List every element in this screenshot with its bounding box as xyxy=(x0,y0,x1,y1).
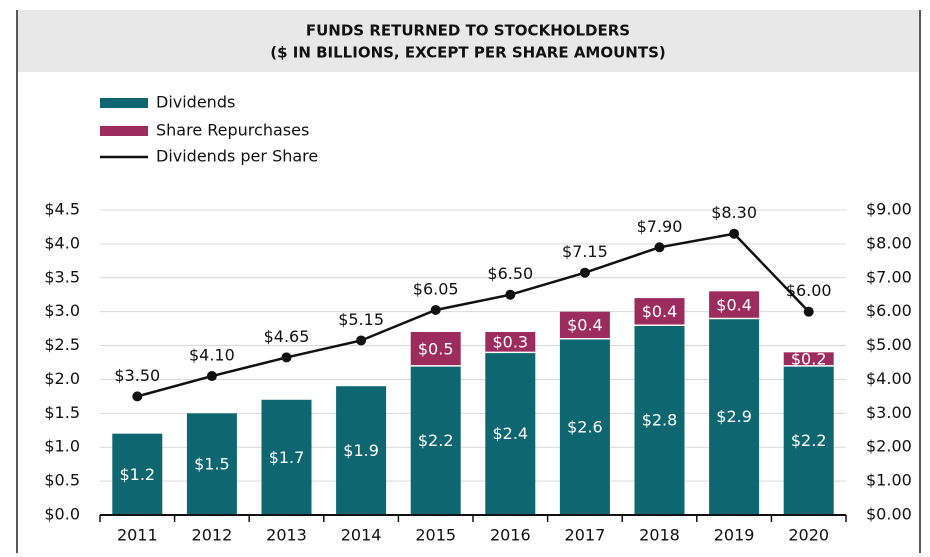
bar-segment xyxy=(783,365,834,515)
bar-segment xyxy=(261,399,312,515)
bar-value-label: $2.2 xyxy=(418,431,454,450)
y-tick-label: $0.5 xyxy=(44,471,80,490)
line-value-label: $6.05 xyxy=(413,279,459,298)
bar-value-label: $1.9 xyxy=(343,441,379,460)
line-value-label: $4.10 xyxy=(189,346,235,365)
x-tick-label: 2012 xyxy=(192,526,233,545)
bar-segment xyxy=(559,338,610,515)
line-point xyxy=(579,267,590,278)
y2-tick-label: $8.00 xyxy=(866,233,912,252)
y2-tick-label: $6.00 xyxy=(866,301,912,320)
x-tick-label: 2013 xyxy=(266,526,307,545)
line-value-label: $6.50 xyxy=(487,264,533,283)
bar-segment xyxy=(485,332,536,353)
line-point xyxy=(505,289,516,300)
legend-label: Share Repurchases xyxy=(156,121,309,140)
chart-title: FUNDS RETURNED TO STOCKHOLDERS xyxy=(306,22,630,40)
bar-value-label: $2.2 xyxy=(791,431,827,450)
line-value-label: $4.65 xyxy=(264,327,310,346)
bar-value-label: $1.2 xyxy=(119,465,155,484)
x-tick-label: 2014 xyxy=(341,526,382,545)
bar-value-label: $0.4 xyxy=(567,316,603,335)
line xyxy=(136,232,810,398)
y2-tick-label: $1.00 xyxy=(866,471,912,490)
line-value-label: $6.00 xyxy=(786,281,832,300)
bar-segment xyxy=(783,352,834,366)
x-tick-label: 2018 xyxy=(639,526,680,545)
line-value-label: $7.15 xyxy=(562,242,608,261)
bar-value-label: $1.5 xyxy=(194,455,230,474)
bar-value-label: $1.7 xyxy=(269,448,305,467)
x-tick-label: 2020 xyxy=(788,526,829,545)
line-value-label: $8.30 xyxy=(711,203,757,222)
bar-segment xyxy=(336,386,387,515)
y-tick-label: $2.0 xyxy=(44,369,80,388)
y2-tick-label: $7.00 xyxy=(866,267,912,286)
x-tick-label: 2017 xyxy=(565,526,606,545)
bar-segment xyxy=(410,332,461,366)
line-value-label: $7.90 xyxy=(637,217,683,236)
bar-value-label: $0.4 xyxy=(716,295,752,314)
legend-swatch xyxy=(100,98,148,108)
line-point xyxy=(654,242,665,253)
bar-segment xyxy=(112,433,163,515)
line-point xyxy=(430,304,441,315)
bar-segment xyxy=(634,325,685,515)
bar-value-label: $2.6 xyxy=(567,417,603,436)
line-point xyxy=(356,335,367,346)
legend-label: Dividends xyxy=(156,93,235,112)
legend-label: Dividends per Share xyxy=(156,147,318,166)
y2-tick-label: $9.00 xyxy=(866,200,912,219)
bar-segment xyxy=(709,291,760,319)
x-tick-label: 2015 xyxy=(415,526,456,545)
legend-swatch xyxy=(100,126,148,136)
bar-value-label: $0.3 xyxy=(492,333,528,352)
y2-tick-label: $3.00 xyxy=(866,403,912,422)
bar-value-label: $0.4 xyxy=(642,302,678,321)
x-tick-label: 2011 xyxy=(117,526,158,545)
bar-value-label: $0.5 xyxy=(418,339,454,358)
line-point xyxy=(281,352,292,363)
bar-value-label: $0.2 xyxy=(791,350,827,369)
line-point xyxy=(206,371,217,382)
y-tick-label: $1.0 xyxy=(44,437,80,456)
line-point xyxy=(132,391,143,402)
y-tick-label: $4.5 xyxy=(44,200,80,219)
y2-tick-label: $4.00 xyxy=(866,369,912,388)
line-point xyxy=(803,306,814,317)
bar-segment xyxy=(485,352,536,515)
line-point xyxy=(729,228,740,239)
bar-segment xyxy=(634,298,685,326)
chart-subtitle: ($ IN BILLIONS, EXCEPT PER SHARE AMOUNTS… xyxy=(270,44,666,62)
y-tick-label: $1.5 xyxy=(44,403,80,422)
x-tick-label: 2016 xyxy=(490,526,531,545)
line-value-label: $3.50 xyxy=(114,366,160,385)
y-tick-label: $4.0 xyxy=(44,233,80,252)
y-tick-label: $3.5 xyxy=(44,267,80,286)
line-value-label: $5.15 xyxy=(338,310,384,329)
bar-value-label: $2.9 xyxy=(716,407,752,426)
bar-segment xyxy=(186,413,237,515)
x-tick-label: 2019 xyxy=(714,526,755,545)
bar-segment xyxy=(559,311,610,339)
y-tick-label: $3.0 xyxy=(44,301,80,320)
bar-value-label: $2.4 xyxy=(492,424,528,443)
y2-tick-label: $0.00 xyxy=(866,505,912,524)
bar-segment xyxy=(410,365,461,515)
title-band xyxy=(18,10,919,72)
y2-tick-label: $2.00 xyxy=(866,437,912,456)
y2-tick-label: $5.00 xyxy=(866,335,912,354)
y-tick-label: $0.0 xyxy=(44,505,80,524)
bar-segment xyxy=(709,318,760,515)
bar-value-label: $2.8 xyxy=(642,411,678,430)
y-tick-label: $2.5 xyxy=(44,335,80,354)
